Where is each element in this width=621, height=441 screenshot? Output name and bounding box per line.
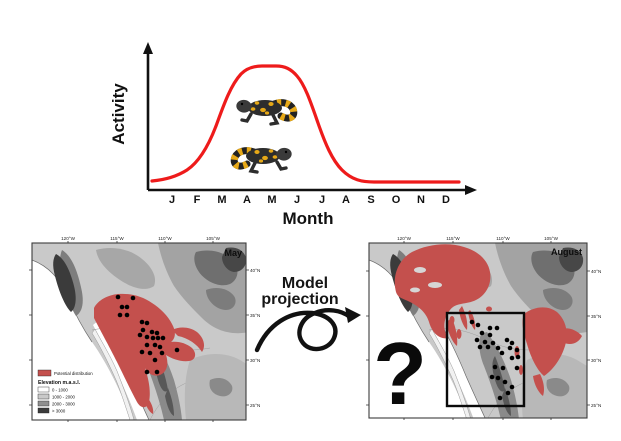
- legend-label-elev2: 1000 - 2000: [52, 395, 76, 400]
- curly-arrow-head-icon: [345, 307, 361, 323]
- activity-curve: [150, 64, 461, 184]
- lon-tick-label: 105°W: [206, 236, 221, 241]
- lat-tick-label: 30°N: [591, 358, 601, 363]
- distribution-patch: [449, 316, 455, 324]
- month-tick: O: [392, 194, 401, 206]
- legend-swatch-distribution: [37, 369, 52, 377]
- month-tick: A: [342, 194, 350, 206]
- month-tick: A: [243, 194, 251, 206]
- map-ticks-may: [29, 241, 249, 422]
- lon-labels-august: 120°W 115°W 110°W 105°W: [397, 236, 559, 241]
- lat-tick-label: 25°N: [250, 403, 260, 408]
- lon-tick-label: 115°W: [446, 236, 460, 241]
- projection-label-line1: Model: [282, 275, 328, 292]
- lon-tick-label: 120°W: [397, 236, 412, 241]
- month-tick: F: [194, 194, 201, 206]
- gila-monster-top: [236, 100, 293, 124]
- map-august: ? August 120°W 115°W 110°W 105°W 40°N 35…: [366, 236, 601, 423]
- model-projection: Model projection: [254, 275, 361, 353]
- terrain-gap: [414, 267, 426, 273]
- map-legend: Potential distribution Elevation m.a.s.l…: [37, 369, 93, 414]
- month-tick: N: [417, 194, 425, 206]
- month-tick: M: [267, 194, 276, 206]
- lon-tick-label: 110°W: [158, 236, 172, 241]
- map-frame-may: [31, 242, 247, 421]
- lat-tick-label: 35°N: [250, 313, 260, 318]
- gila-monster-bottom: [234, 148, 291, 172]
- month-tick-labels: J F M A M J J A S O N D: [169, 194, 450, 206]
- legend-swatch-elev4: [37, 407, 50, 414]
- lon-tick-label: 120°W: [61, 236, 76, 241]
- terrain-gap: [410, 287, 420, 293]
- legend-title-elevation: Elevation m.a.s.l.: [38, 380, 81, 386]
- lat-labels-august: 40°N 35°N 30°N 25°N: [591, 269, 601, 408]
- lat-tick-label: 40°N: [250, 268, 260, 273]
- lat-tick-label: 30°N: [250, 358, 260, 363]
- projection-label-line2: projection: [261, 291, 338, 308]
- y-axis-arrow-icon: [143, 42, 153, 54]
- month-tick: D: [442, 194, 450, 206]
- lat-tick-label: 40°N: [591, 269, 601, 274]
- month-tick: J: [294, 194, 300, 206]
- lat-labels-may: 40°N 35°N 30°N 25°N: [250, 268, 260, 408]
- lon-tick-label: 105°W: [544, 236, 559, 241]
- distribution-patch: [486, 306, 492, 312]
- lon-labels-may: 120°W 115°W 110°W 105°W: [61, 236, 221, 241]
- month-tick: S: [367, 194, 374, 206]
- legend-label-elev3: 2000 - 3000: [52, 402, 76, 407]
- terrain-gap: [428, 282, 442, 288]
- x-axis-arrow-icon: [465, 185, 477, 195]
- lat-tick-label: 25°N: [591, 403, 601, 408]
- month-tick: M: [217, 194, 226, 206]
- legend-label-distribution: Potential distribution: [54, 371, 93, 376]
- occurrence-points-august: [469, 319, 521, 401]
- map-frame-august: [368, 242, 588, 419]
- legend-label-elev4: > 3000: [52, 409, 66, 414]
- map-title-may: May: [224, 248, 242, 258]
- legend-swatch-elev2: [37, 393, 50, 400]
- legend-swatch-elev3: [37, 400, 50, 407]
- lon-tick-label: 115°W: [110, 236, 124, 241]
- curly-arrow: [254, 308, 353, 353]
- month-tick: J: [319, 194, 325, 206]
- y-axis-label: Activity: [109, 83, 128, 145]
- lat-tick-label: 35°N: [591, 314, 601, 319]
- map-ticks-august: [366, 241, 590, 420]
- month-tick: J: [169, 194, 175, 206]
- map-may: Potential distribution Elevation m.a.s.l…: [29, 236, 260, 422]
- question-mark: ?: [373, 324, 427, 423]
- activity-chart: Activity Month J F M A M J J A S O N D: [109, 42, 477, 228]
- lon-tick-label: 110°W: [496, 236, 510, 241]
- legend-label-elev1: 0 - 1000: [52, 388, 68, 393]
- x-axis-label: Month: [283, 209, 334, 228]
- occurrence-points-may: [115, 294, 180, 375]
- focus-area-rectangle: [445, 311, 526, 408]
- map-title-august: August: [551, 247, 582, 257]
- legend-swatch-elev1: [37, 386, 50, 393]
- distribution-patch: [519, 365, 523, 375]
- distribution-patch: [456, 329, 462, 339]
